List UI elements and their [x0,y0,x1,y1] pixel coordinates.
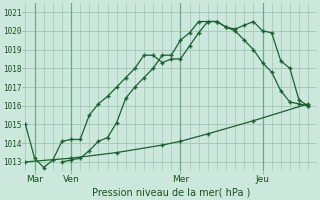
X-axis label: Pression niveau de la mer( hPa ): Pression niveau de la mer( hPa ) [92,187,251,197]
